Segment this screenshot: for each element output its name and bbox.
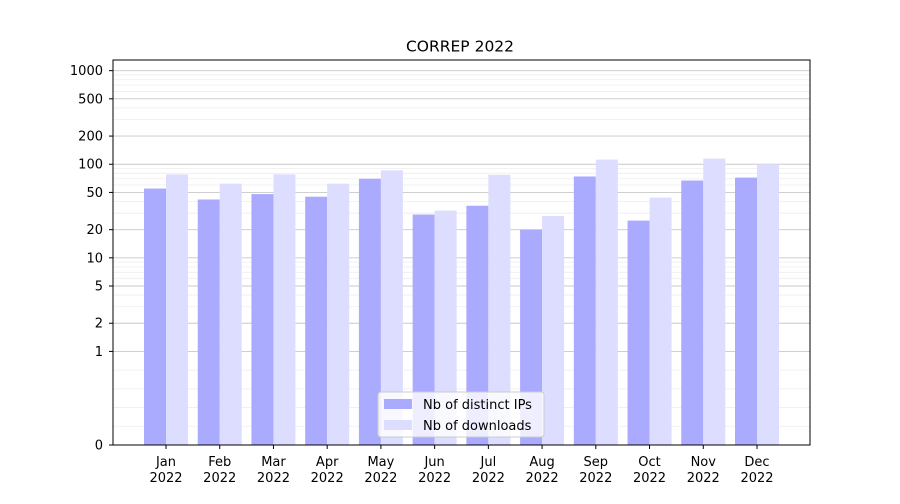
y-tick-label: 100: [78, 158, 103, 173]
downloads-bar: [327, 183, 350, 445]
y-tick-label: 1000: [70, 64, 103, 79]
distinct-ip-bar: [197, 199, 220, 445]
y-tick-label: 1: [95, 345, 103, 360]
y-tick-label: 0: [95, 439, 103, 454]
y-tick-label: 2: [95, 317, 103, 332]
y-tick-label: 200: [78, 130, 103, 145]
x-tick-label: Feb 2022: [203, 455, 236, 486]
downloads-bar: [219, 183, 242, 445]
y-tick-label: 20: [86, 223, 103, 238]
distinct-ip-bar: [412, 214, 435, 445]
downloads-bar: [434, 210, 457, 445]
legend-swatch: [384, 399, 412, 409]
distinct-ip-bar: [735, 177, 757, 446]
distinct-ip-bar: [466, 205, 489, 445]
x-tick-label: Jan 2022: [149, 455, 182, 486]
axes: Jan 2022 Feb 2022 Mar 2022 Apr 2022 May 2022 Jun 20…: [70, 59, 811, 486]
legend: Nb of distinct IPs Nb of downloads: [377, 391, 545, 438]
downloads-bar: [380, 170, 403, 445]
x-tick-label: Sep 2022: [579, 455, 612, 486]
x-tick-label: Apr 2022: [311, 455, 344, 486]
distinct-ip-bar: [358, 178, 381, 446]
downloads-bar: [488, 174, 511, 445]
x-tick-label: Aug 2022: [526, 455, 559, 486]
x-tick-label: Mar 2022: [257, 455, 290, 486]
y-tick-label: 10: [86, 251, 103, 266]
legend-label: Nb of distinct IPs: [423, 398, 532, 413]
downloads-bar: [542, 215, 565, 445]
downloads-bar: [273, 174, 296, 445]
y-tick-label: 500: [78, 92, 103, 107]
distinct-ip-bar: [573, 176, 596, 446]
x-tick-label: Jun 2022: [418, 455, 451, 486]
legend-label: Nb of downloads: [423, 419, 532, 434]
x-tick-label: May 2022: [364, 455, 397, 486]
downloads-bar: [595, 159, 618, 445]
x-tick-label: Nov 2022: [687, 455, 720, 486]
downloads-bar: [166, 174, 188, 445]
distinct-ip-bar: [681, 180, 704, 446]
y-tick-label: 50: [86, 186, 103, 201]
chart-title: CORREP 2022: [406, 38, 514, 56]
distinct-ip-bar: [251, 194, 274, 445]
downloads-bar: [649, 197, 672, 445]
distinct-ip-bar: [520, 229, 543, 445]
downloads-bar: [757, 164, 779, 445]
x-tick-label: Oct 2022: [633, 455, 666, 486]
distinct-ip-bar: [627, 220, 650, 445]
distinct-ip-bar: [144, 188, 166, 445]
x-tick-label: Jul 2022: [472, 455, 505, 486]
legend-swatch: [384, 420, 412, 430]
x-tick-label: Dec 2022: [740, 455, 773, 486]
legend-box: [377, 391, 545, 438]
downloads-bar: [703, 158, 726, 445]
plot-frame: [112, 59, 811, 446]
distinct-ip-bar: [305, 196, 328, 445]
bars: [144, 158, 779, 446]
y-tick-label: 5: [95, 280, 103, 295]
